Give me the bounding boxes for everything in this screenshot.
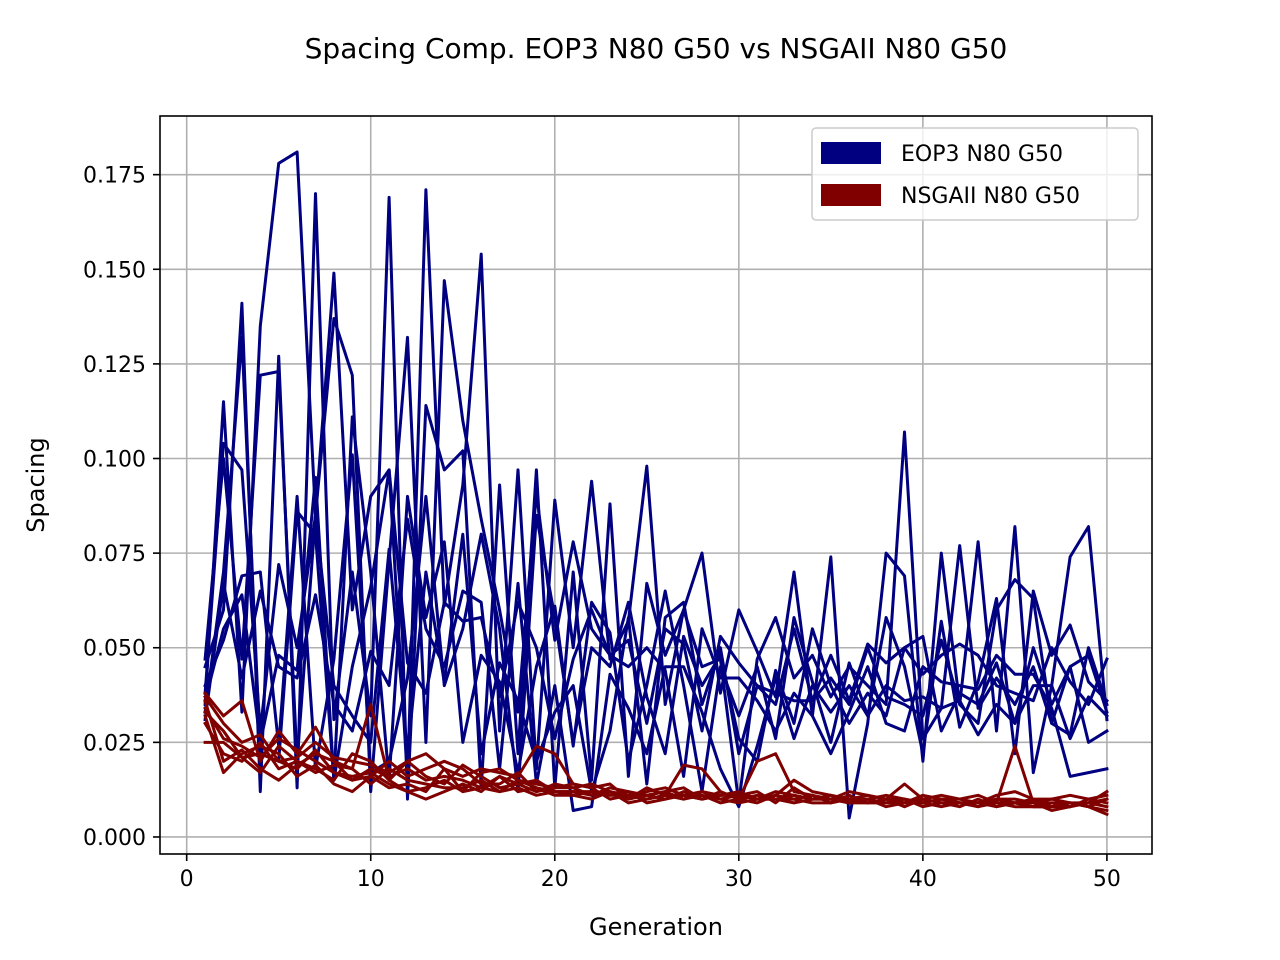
x-tick-label: 0 [180, 867, 194, 892]
x-tick-label: 20 [541, 867, 569, 892]
legend-label-nsgaii: NSGAII N80 G50 [901, 184, 1080, 209]
nsgaii-series-line-13 [203, 706, 1109, 812]
eop3-series-line-7 [203, 517, 1110, 812]
y-tick-label: 0.000 [83, 826, 146, 851]
legend: EOP3 N80 G50 NSGAII N80 G50 [811, 127, 1139, 221]
eop3-series-line-3 [203, 335, 1110, 794]
x-tick-label: 40 [909, 867, 937, 892]
eop3-series-line-6 [203, 468, 1109, 782]
legend-swatch-nsgaii [821, 184, 881, 206]
legend-swatch-eop3 [821, 142, 881, 164]
y-tick-label: 0.075 [83, 542, 146, 567]
x-tick-label: 30 [725, 867, 753, 892]
y-tick-label: 0.025 [83, 731, 146, 756]
y-tick-label: 0.050 [83, 637, 146, 662]
eop3-series-line-1 [203, 192, 1109, 805]
y-tick-label: 0.125 [83, 353, 146, 378]
x-axis-label: Generation [589, 913, 723, 941]
plot-frame [159, 115, 1153, 855]
series-lines [202, 150, 1110, 820]
legend-label-eop3: EOP3 N80 G50 [901, 142, 1063, 167]
axis-ticks: 0 10 20 30 40 50 0.000 0.025 0.050 0.075 0.100 0.12… [83, 164, 1121, 892]
y-tick-label: 0.150 [83, 258, 146, 283]
y-tick-label: 0.100 [83, 448, 146, 473]
x-tick-label: 10 [357, 867, 385, 892]
chart-title: Spacing Comp. EOP3 N80 G50 vs NSGAII N80… [305, 32, 1008, 65]
x-tick-label: 50 [1093, 867, 1121, 892]
y-axis-label: Spacing [22, 437, 50, 532]
y-tick-label: 0.175 [83, 164, 146, 189]
eop3-series-line-4 [203, 453, 1109, 794]
nsgaii-series-line-15 [203, 714, 1109, 809]
legend-box [811, 127, 1139, 221]
